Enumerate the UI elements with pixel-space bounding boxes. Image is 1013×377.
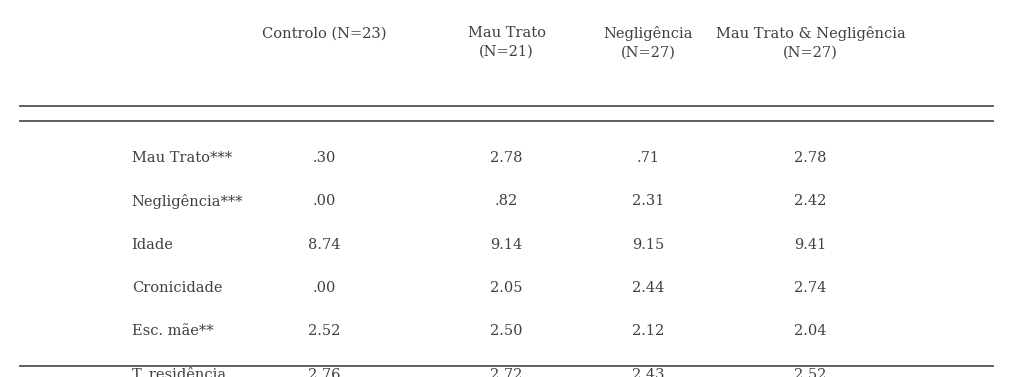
Text: 2.44: 2.44: [632, 281, 665, 295]
Text: Mau Trato & Negligência
(N=27): Mau Trato & Negligência (N=27): [715, 26, 906, 60]
Text: 2.05: 2.05: [490, 281, 523, 295]
Text: 2.76: 2.76: [308, 368, 340, 377]
Text: Mau Trato***: Mau Trato***: [132, 151, 232, 165]
Text: 2.04: 2.04: [794, 324, 827, 338]
Text: Negligência
(N=27): Negligência (N=27): [604, 26, 693, 60]
Text: 9.14: 9.14: [490, 238, 523, 251]
Text: .00: .00: [312, 281, 336, 295]
Text: 2.42: 2.42: [794, 194, 827, 208]
Text: 2.52: 2.52: [308, 324, 340, 338]
Text: 2.78: 2.78: [490, 151, 523, 165]
Text: Cronicidade: Cronicidade: [132, 281, 222, 295]
Text: .00: .00: [312, 194, 336, 208]
Text: 2.31: 2.31: [632, 194, 665, 208]
Text: .71: .71: [637, 151, 659, 165]
Text: 2.78: 2.78: [794, 151, 827, 165]
Text: Esc. mãe**: Esc. mãe**: [132, 324, 214, 338]
Text: .30: .30: [312, 151, 336, 165]
Text: 2.72: 2.72: [490, 368, 523, 377]
Text: 2.50: 2.50: [490, 324, 523, 338]
Text: 2.12: 2.12: [632, 324, 665, 338]
Text: 2.52: 2.52: [794, 368, 827, 377]
Text: 9.41: 9.41: [794, 238, 827, 251]
Text: T. residência: T. residência: [132, 368, 226, 377]
Text: 8.74: 8.74: [308, 238, 340, 251]
Text: 2.43: 2.43: [632, 368, 665, 377]
Text: Idade: Idade: [132, 238, 173, 251]
Text: 9.15: 9.15: [632, 238, 665, 251]
Text: Mau Trato
(N=21): Mau Trato (N=21): [468, 26, 545, 59]
Text: Negligência***: Negligência***: [132, 194, 243, 209]
Text: Controlo (N=23): Controlo (N=23): [262, 26, 386, 40]
Text: 2.74: 2.74: [794, 281, 827, 295]
Text: .82: .82: [495, 194, 518, 208]
